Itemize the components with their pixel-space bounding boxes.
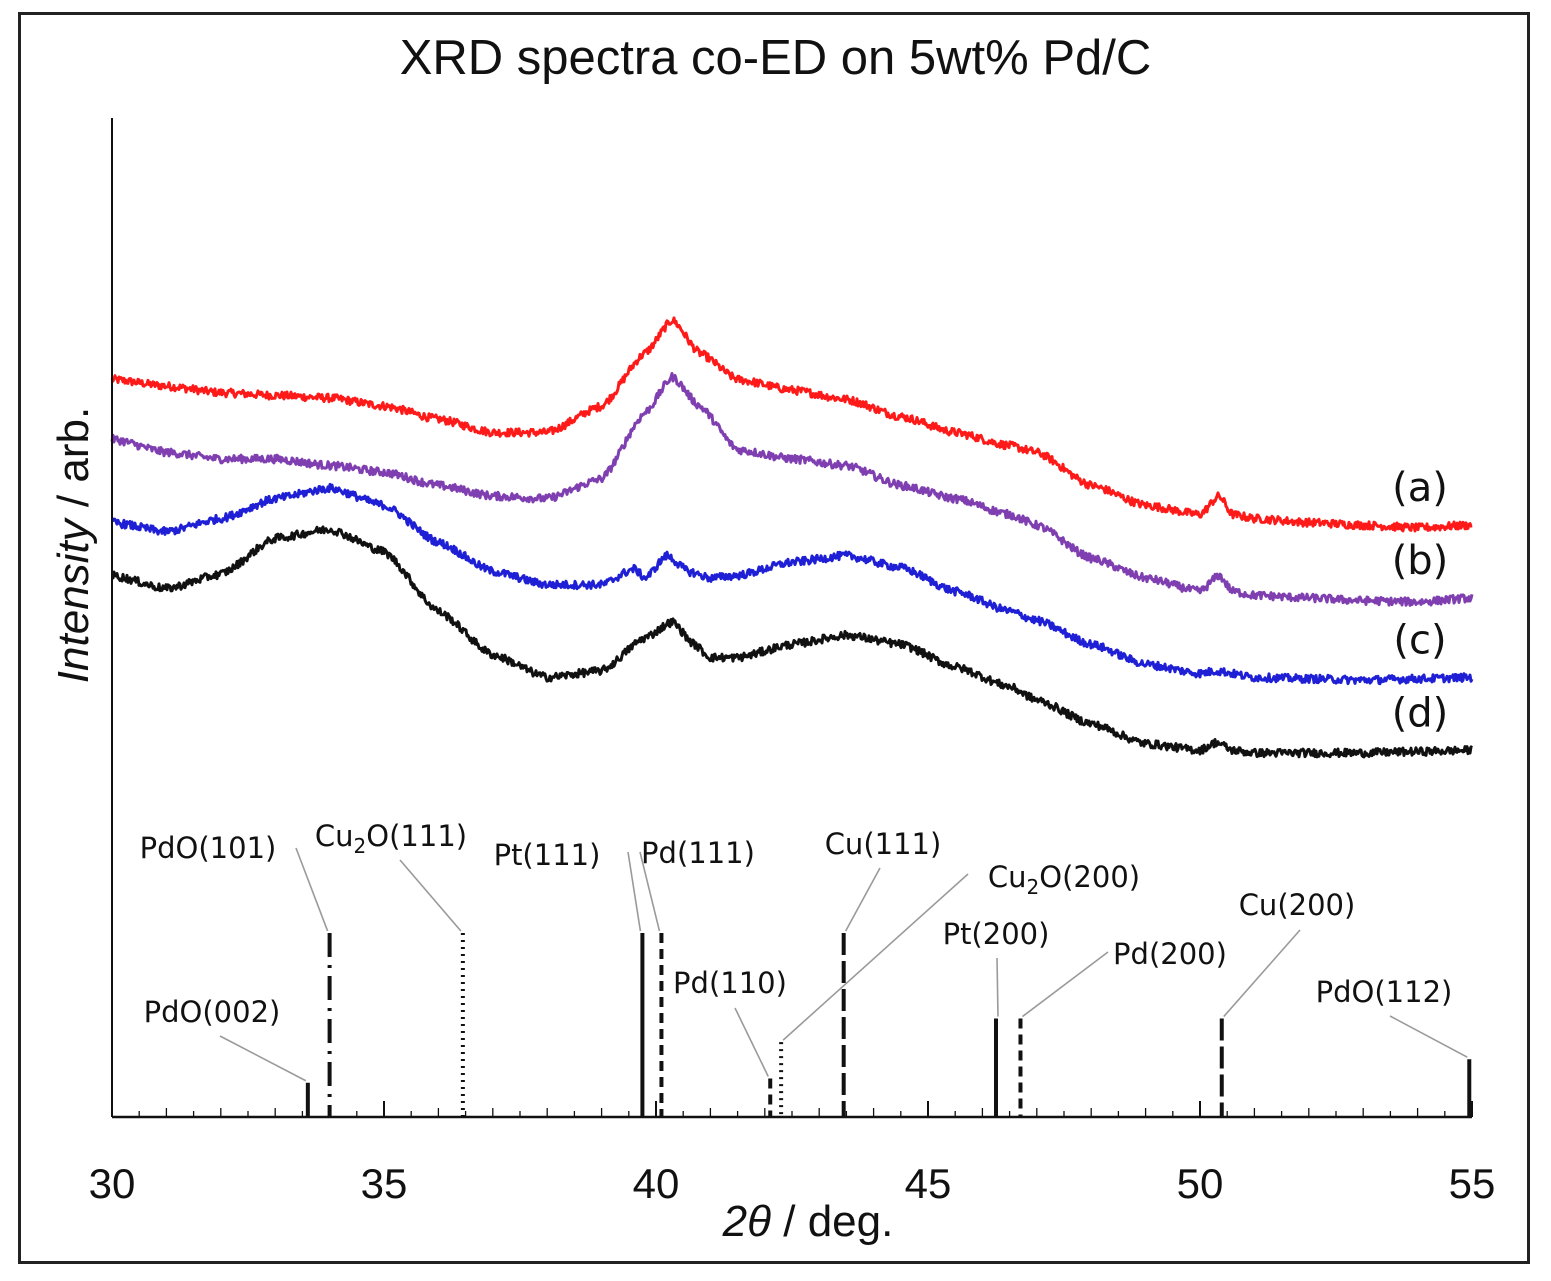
ref-label: PdO(002) (144, 995, 281, 1029)
ref-leader-line (1389, 1015, 1468, 1058)
series-line-b (110, 372, 1474, 607)
ref-label: Cu2O(111) (315, 819, 467, 858)
y-axis-title-unit: / arb. (49, 407, 98, 520)
ref-leader-line (844, 867, 881, 932)
ref-leader-line (996, 957, 999, 1017)
x-ticks-layer: 30 35 40 45 50 55 (89, 1101, 1496, 1207)
reference-lines-layer: PdO(002)PdO(101) Cu2O(111)Pt(111) Pd(111)P… (140, 819, 1472, 1117)
ref-label: Pd(111) (641, 836, 755, 870)
ref-label-main: Cu (315, 819, 354, 853)
y-axis-title-symbol: Intensity (49, 516, 98, 683)
ref-label: Cu(200) (1239, 888, 1356, 922)
ref-label-main: Cu (988, 860, 1027, 894)
series-label-d: (d) (1392, 690, 1449, 736)
ref-label: PdO(101) (140, 831, 277, 865)
ref-label-main: Pd(111) (641, 836, 755, 870)
series-label-c: (c) (1393, 617, 1446, 663)
ref-label-main: PdO(101) (140, 831, 277, 865)
x-tick-label: 30 (89, 1160, 136, 1207)
series-label-a: (a) (1392, 465, 1448, 511)
ref-label-main: PdO(112) (1316, 975, 1453, 1009)
x-tick-label: 55 (1449, 1160, 1496, 1207)
ref-label: Pt(111) (494, 838, 601, 872)
x-axis-title-symbol: 2θ (722, 1197, 771, 1246)
ref-leader-line (639, 851, 661, 932)
ref-label-main: PdO(002) (144, 995, 281, 1029)
ref-leader-line (1223, 929, 1301, 1018)
ref-label-main: Cu(111) (825, 827, 942, 861)
series-line-a (110, 316, 1473, 533)
x-tick-label: 45 (905, 1160, 952, 1207)
ref-label: Pd(200) (1113, 937, 1227, 971)
ref-label-main: Cu(200) (1239, 888, 1356, 922)
series-line-c (111, 482, 1474, 686)
ref-leader-line (399, 859, 462, 932)
x-axis-title: 2θ / deg. (722, 1197, 894, 1246)
ref-label-main: Pt(111) (494, 838, 601, 872)
ref-label-rest: O(200) (1039, 860, 1140, 894)
x-tick-label: 35 (361, 1160, 408, 1207)
series-layer: (a) (b) (c) (d) (110, 316, 1474, 759)
series-line-d (110, 525, 1474, 759)
ref-leader-line (782, 873, 969, 1041)
ref-label: PdO(112) (1316, 975, 1453, 1009)
ref-leader-line (219, 1035, 307, 1082)
ref-leader-line (734, 1007, 769, 1077)
y-axis-title: Intensity / arb. (49, 407, 98, 683)
ref-leader-line (1021, 951, 1109, 1018)
ref-label-rest: O(111) (366, 819, 467, 853)
x-tick-label: 40 (633, 1160, 680, 1207)
ref-label: Pt(200) (943, 917, 1050, 951)
chart-title: XRD spectra co-ED on 5wt% Pd/C (399, 31, 1152, 85)
ref-label-main: Pd(200) (1113, 937, 1227, 971)
ref-label-main: Pt(200) (943, 917, 1050, 951)
x-tick-label: 50 (1177, 1160, 1224, 1207)
ref-leader-line (295, 847, 329, 932)
ref-label: Cu(111) (825, 827, 942, 861)
ref-label: Cu2O(200) (988, 860, 1140, 899)
ref-label: Pd(110) (673, 966, 787, 1000)
ref-label-main: Pd(110) (673, 966, 787, 1000)
ref-label-subscript: 2 (1027, 875, 1040, 899)
ref-label-subscript: 2 (354, 834, 367, 858)
figure-frame (18, 12, 1530, 1264)
series-label-b: (b) (1392, 538, 1449, 584)
x-axis-title-unit: / deg. (771, 1197, 893, 1246)
ref-leader-line (627, 851, 642, 932)
